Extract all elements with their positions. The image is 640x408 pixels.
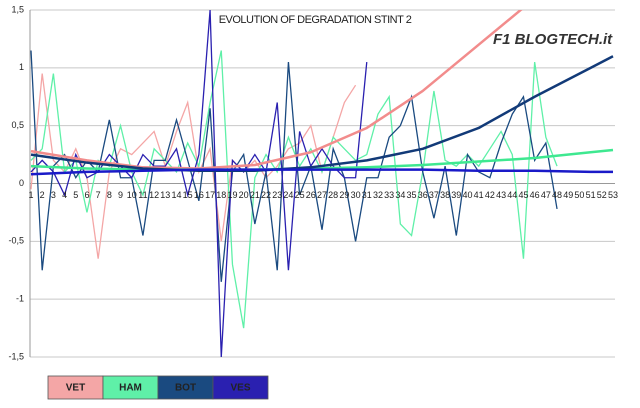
x-tick-label: 40 (462, 190, 472, 200)
y-tick-label: 1 (19, 62, 24, 72)
x-tick-label: 23 (272, 190, 282, 200)
x-tick-label: 11 (138, 190, 147, 200)
x-tick-label: 38 (440, 190, 450, 200)
x-tick-label: 32 (373, 190, 383, 200)
x-tick-label: 27 (317, 190, 327, 200)
y-tick-label: -0,5 (8, 236, 24, 246)
legend-label: VES (230, 383, 250, 394)
legend-swatch (212, 375, 269, 400)
y-tick-label: 0 (19, 178, 24, 188)
x-tick-label: 47 (541, 190, 551, 200)
x-tick-label: 7 (96, 190, 101, 200)
trend-line (30, 148, 614, 171)
x-tick-label: 30 (351, 190, 361, 200)
x-tick-label: 25 (295, 190, 305, 200)
x-tick-label: 49 (563, 190, 573, 200)
x-tick-label: 14 (171, 190, 181, 200)
x-tick-label: 46 (530, 190, 540, 200)
trend-line (30, 10, 523, 170)
y-tick-label: 0,5 (11, 120, 24, 130)
x-tick-label: 2 (40, 190, 45, 200)
x-tick-label: 1 (28, 190, 33, 200)
x-tick-label: 48 (552, 190, 562, 200)
x-tick-label: 8 (107, 190, 112, 200)
y-tick-label: -1 (16, 294, 24, 304)
x-tick-label: 33 (384, 190, 394, 200)
x-tick-label: 13 (160, 190, 170, 200)
x-tick-label: 24 (283, 190, 293, 200)
x-tick-label: 51 (586, 190, 596, 200)
x-tick-label: 10 (127, 190, 137, 200)
y-tick-label: -1,5 (8, 351, 24, 361)
x-tick-label: 44 (507, 190, 517, 200)
x-tick-label: 17 (205, 190, 215, 200)
x-tick-label: 39 (451, 190, 461, 200)
x-tick-label: 43 (496, 190, 506, 200)
x-tick-label: 29 (339, 190, 349, 200)
x-tick-label: 26 (306, 190, 316, 200)
trend-line (30, 55, 614, 173)
x-tick-label: 36 (418, 190, 428, 200)
legend-label: HAM (119, 383, 142, 394)
x-tick-label: 34 (395, 190, 405, 200)
x-tick-label: 45 (518, 190, 528, 200)
x-tick-label: 19 (227, 190, 237, 200)
x-tick-label: 50 (574, 190, 584, 200)
x-tick-label: 53 (608, 190, 618, 200)
plot-area (30, 10, 614, 357)
legend-label: BOT (175, 383, 196, 394)
x-tick-label: 18 (216, 190, 226, 200)
x-tick-label: 5 (73, 190, 78, 200)
x-tick-label: 41 (474, 190, 484, 200)
series-line (30, 73, 357, 259)
x-tick-label: 4 (62, 190, 67, 200)
x-tick-label: 22 (261, 190, 271, 200)
x-tick-label: 37 (429, 190, 439, 200)
x-tick-label: 9 (118, 190, 123, 200)
chart-title: EVOLUTION OF DEGRADATION STINT 2 (219, 14, 412, 26)
legend: VET HAM BOT VES (47, 375, 269, 400)
trend-line (30, 168, 613, 176)
x-tick-label: 31 (362, 190, 372, 200)
y-tick-label: 1,5 (11, 4, 24, 14)
x-tick-label: 20 (239, 190, 249, 200)
x-tick-label: 35 (407, 190, 417, 200)
x-tick-label: 15 (183, 190, 193, 200)
x-tick-label: 6 (84, 190, 89, 200)
x-tick-label: 12 (149, 190, 159, 200)
x-tick-label: 21 (250, 190, 260, 200)
x-tick-label: 42 (485, 190, 495, 200)
x-tick-label: 28 (328, 190, 338, 200)
labels: 1,510,50-0,5-1-1,51 2 3 4 5 6 7 8 9 10 11 12 13 14 15 1… (8, 4, 618, 361)
grid (29, 9, 615, 358)
logo: F1 BLOGTECH.it (493, 31, 613, 48)
x-tick-label: 3 (51, 190, 56, 200)
x-tick-label: 52 (597, 190, 607, 200)
x-tick-label: 16 (194, 190, 204, 200)
legend-label: VET (66, 383, 85, 394)
